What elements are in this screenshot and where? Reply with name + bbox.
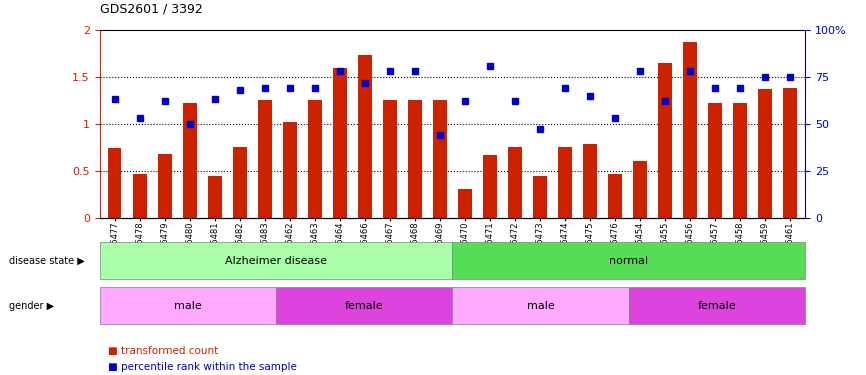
Bar: [683, 42, 697, 218]
Bar: [308, 100, 321, 218]
Bar: [333, 68, 346, 218]
Text: normal: normal: [610, 256, 649, 266]
Bar: [258, 100, 272, 218]
Text: disease state ▶: disease state ▶: [9, 256, 84, 266]
Text: male: male: [174, 301, 202, 310]
Text: gender ▶: gender ▶: [9, 301, 54, 310]
Bar: [759, 89, 772, 218]
Bar: [408, 100, 422, 218]
Bar: [233, 147, 247, 218]
Bar: [708, 103, 722, 218]
Bar: [433, 100, 447, 218]
Bar: [183, 103, 197, 218]
Bar: [559, 147, 572, 218]
Bar: [358, 56, 372, 217]
Bar: [283, 122, 297, 218]
Bar: [633, 161, 647, 218]
Bar: [784, 88, 798, 218]
Text: ■ percentile rank within the sample: ■ percentile rank within the sample: [108, 362, 297, 372]
Bar: [483, 154, 497, 218]
Bar: [508, 147, 522, 218]
Bar: [132, 174, 146, 217]
Text: ■ transformed count: ■ transformed count: [108, 346, 218, 355]
Text: Alzheimer disease: Alzheimer disease: [225, 256, 327, 266]
Bar: [734, 103, 747, 218]
Bar: [658, 63, 672, 217]
Bar: [533, 176, 547, 218]
Text: female: female: [345, 301, 384, 310]
Text: male: male: [527, 301, 554, 310]
Bar: [584, 144, 597, 218]
Bar: [458, 189, 472, 217]
Bar: [208, 176, 222, 218]
Bar: [383, 100, 397, 218]
Text: female: female: [698, 301, 736, 310]
Bar: [107, 148, 121, 217]
Text: GDS2601 / 3392: GDS2601 / 3392: [100, 2, 203, 15]
Bar: [608, 174, 622, 217]
Bar: [158, 154, 171, 218]
